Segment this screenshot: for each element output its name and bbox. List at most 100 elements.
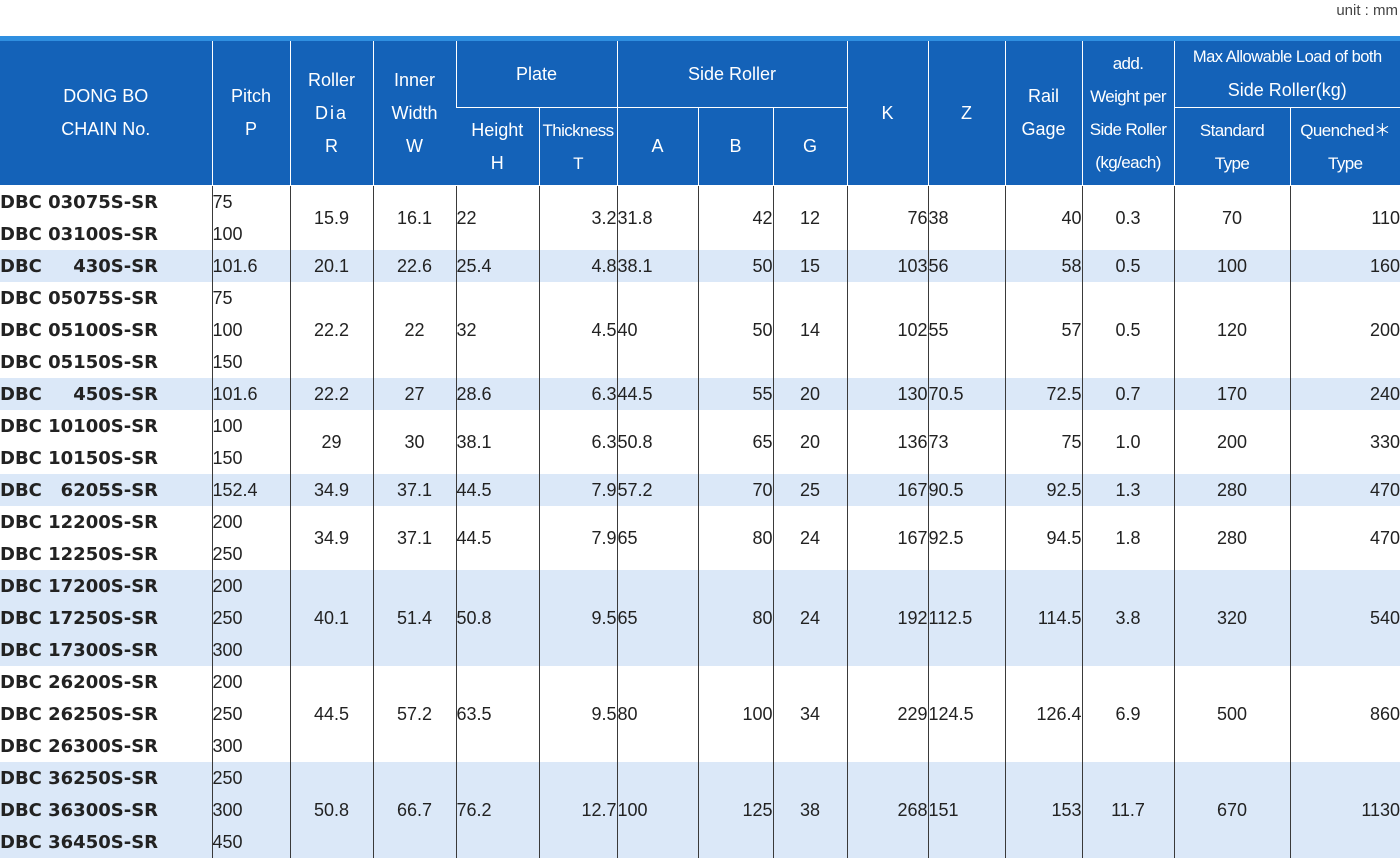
plate-height-cell: 32 <box>455 282 539 378</box>
chain-number-cell: DBC 12250S-SR <box>0 543 159 565</box>
pitch-cell: 450 <box>211 826 290 858</box>
header-rail-gage: Rail Gage <box>1004 41 1083 186</box>
table-header: DONG BO CHAIN No. Pitch P Roller Dia R Inner… <box>0 41 1400 186</box>
quenched-load-cell: 240 <box>1289 378 1400 410</box>
z-cell: 90.5 <box>927 474 1006 506</box>
standard-load-cell: 70 <box>1173 185 1291 250</box>
table-body: DBC 03075S-SR 75 15.9 16.1 22 3.2 31.8 42 12 76 38… <box>0 185 1400 858</box>
add-weight-cell: 1.3 <box>1081 474 1175 506</box>
plate-thickness-cell: 7.9 <box>538 506 617 570</box>
standard-load-cell: 280 <box>1173 474 1291 506</box>
inner-width-cell: 16.1 <box>372 185 456 250</box>
roller-dia-cell: 44.5 <box>289 666 373 762</box>
side-a-cell: 65 <box>616 506 698 570</box>
pitch-cell: 200 <box>211 666 290 698</box>
z-cell: 92.5 <box>927 506 1006 570</box>
quenched-load-cell: 540 <box>1289 570 1400 666</box>
standard-load-cell: 500 <box>1173 666 1291 762</box>
inner-width-cell: 51.4 <box>372 570 456 666</box>
plate-height-cell: 38.1 <box>455 410 539 474</box>
table-row: DBC 12250S-SR 250 <box>0 538 1400 570</box>
rail-gage-cell: 57 <box>1004 282 1083 378</box>
side-b-cell: 65 <box>697 410 773 474</box>
k-cell: 229 <box>846 666 929 762</box>
inner-width-cell: 37.1 <box>372 506 456 570</box>
k-cell: 103 <box>846 250 929 282</box>
header-pitch: Pitch P <box>211 41 290 186</box>
plate-height-cell: 22 <box>455 185 539 250</box>
pitch-cell: 100 <box>211 218 290 250</box>
z-cell: 112.5 <box>927 570 1006 666</box>
table-row: DBC 05100S-SR 100 <box>0 314 1400 346</box>
rail-gage-cell: 153 <box>1004 762 1083 858</box>
side-g-cell: 20 <box>772 378 848 410</box>
quenched-load-cell: 470 <box>1289 506 1400 570</box>
z-cell: 151 <box>927 762 1006 858</box>
table-row: DBC 03100S-SR 100 <box>0 218 1400 250</box>
plate-height-cell: 76.2 <box>455 762 539 858</box>
table-row: DBC 26250S-SR 250 <box>0 698 1400 730</box>
inner-width-cell: 30 <box>372 410 456 474</box>
chain-number-cell: DBC 17300S-SR <box>0 634 212 666</box>
plate-thickness-cell: 9.5 <box>538 666 617 762</box>
side-a-cell: 31.8 <box>616 185 698 250</box>
z-cell: 124.5 <box>927 666 1006 762</box>
z-cell: 55 <box>927 282 1006 378</box>
header-inner-width: Inner Width W <box>372 41 456 186</box>
header-z: Z <box>927 41 1006 186</box>
pitch-cell: 75 <box>211 282 290 314</box>
add-weight-cell: 0.5 <box>1081 250 1175 282</box>
side-b-cell: 50 <box>697 250 773 282</box>
chain-number-cell: DBC 26200S-SR <box>0 671 159 693</box>
chain-number-cell: DBC 03100S-SR <box>0 223 159 245</box>
add-weight-cell: 0.7 <box>1081 378 1175 410</box>
side-g-cell: 20 <box>772 410 848 474</box>
header-add-weight: add. Weight per Side Roller (kg/each) <box>1081 41 1175 186</box>
side-g-cell: 24 <box>772 570 848 666</box>
header-side-g: G <box>772 107 848 186</box>
table-row: DBC 450S-SR 101.6 22.2 27 28.6 6.3 44.5 55 20 130… <box>0 378 1400 410</box>
table-row: DBC 05075S-SR 75 22.2 22 32 4.5 40 50 14 102 55 57 0… <box>0 282 1400 378</box>
side-a-cell: 65 <box>616 570 698 666</box>
quenched-load-cell: 330 <box>1289 410 1400 474</box>
quenched-load-cell: 860 <box>1289 666 1400 762</box>
chain-number-cell: DBC 6205S-SR <box>0 474 212 506</box>
chain-number-cell: DBC 05075S-SR <box>0 287 159 309</box>
pitch-cell: 150 <box>211 442 290 474</box>
side-g-cell: 12 <box>772 185 848 250</box>
roller-dia-cell: 29 <box>289 410 373 474</box>
inner-width-cell: 22 <box>372 282 456 378</box>
table-row: DBC 26300S-SR 300 <box>0 730 1400 762</box>
k-cell: 167 <box>846 474 929 506</box>
table-row: DBC 17250S-SR 250 <box>0 602 1400 634</box>
roller-dia-cell: 50.8 <box>289 762 373 858</box>
table-row: DBC 17200S-SR 200 40.1 51.4 50.8 9.5 65 80 24 192… <box>0 570 1400 666</box>
header-k: K <box>846 41 929 186</box>
side-a-cell: 44.5 <box>616 378 698 410</box>
table-row: DBC 10100S-SR 100 29 30 38.1 6.3 50.8 65 20 136 73… <box>0 410 1400 474</box>
k-cell: 268 <box>846 762 929 858</box>
plate-thickness-cell: 12.7 <box>538 762 617 858</box>
unit-label: unit : mm <box>1336 2 1398 19</box>
inner-width-cell: 27 <box>372 378 456 410</box>
chain-number-cell: DBC 17200S-SR <box>0 570 212 602</box>
chain-number-cell: DBC 10100S-SR <box>0 415 159 437</box>
pitch-cell: 250 <box>211 762 290 794</box>
header-roller-dia: Roller Dia R <box>289 41 373 186</box>
plate-height-cell: 44.5 <box>455 506 539 570</box>
quenched-load-cell: 110 <box>1289 185 1400 250</box>
plate-thickness-cell: 6.3 <box>538 378 617 410</box>
quenched-load-cell: 200 <box>1289 282 1400 378</box>
side-b-cell: 80 <box>697 570 773 666</box>
pitch-cell: 150 <box>211 346 290 378</box>
add-weight-cell: 1.8 <box>1081 506 1175 570</box>
standard-load-cell: 120 <box>1173 282 1291 378</box>
k-cell: 76 <box>846 185 929 250</box>
header-standard-type: Standard Type <box>1173 107 1291 186</box>
header-accent-bar <box>0 36 1400 41</box>
standard-load-cell: 170 <box>1173 378 1291 410</box>
side-b-cell: 125 <box>697 762 773 858</box>
header-side-roller: Side Roller <box>616 41 848 108</box>
plate-height-cell: 44.5 <box>455 474 539 506</box>
chain-number-cell: DBC 12200S-SR <box>0 511 159 533</box>
